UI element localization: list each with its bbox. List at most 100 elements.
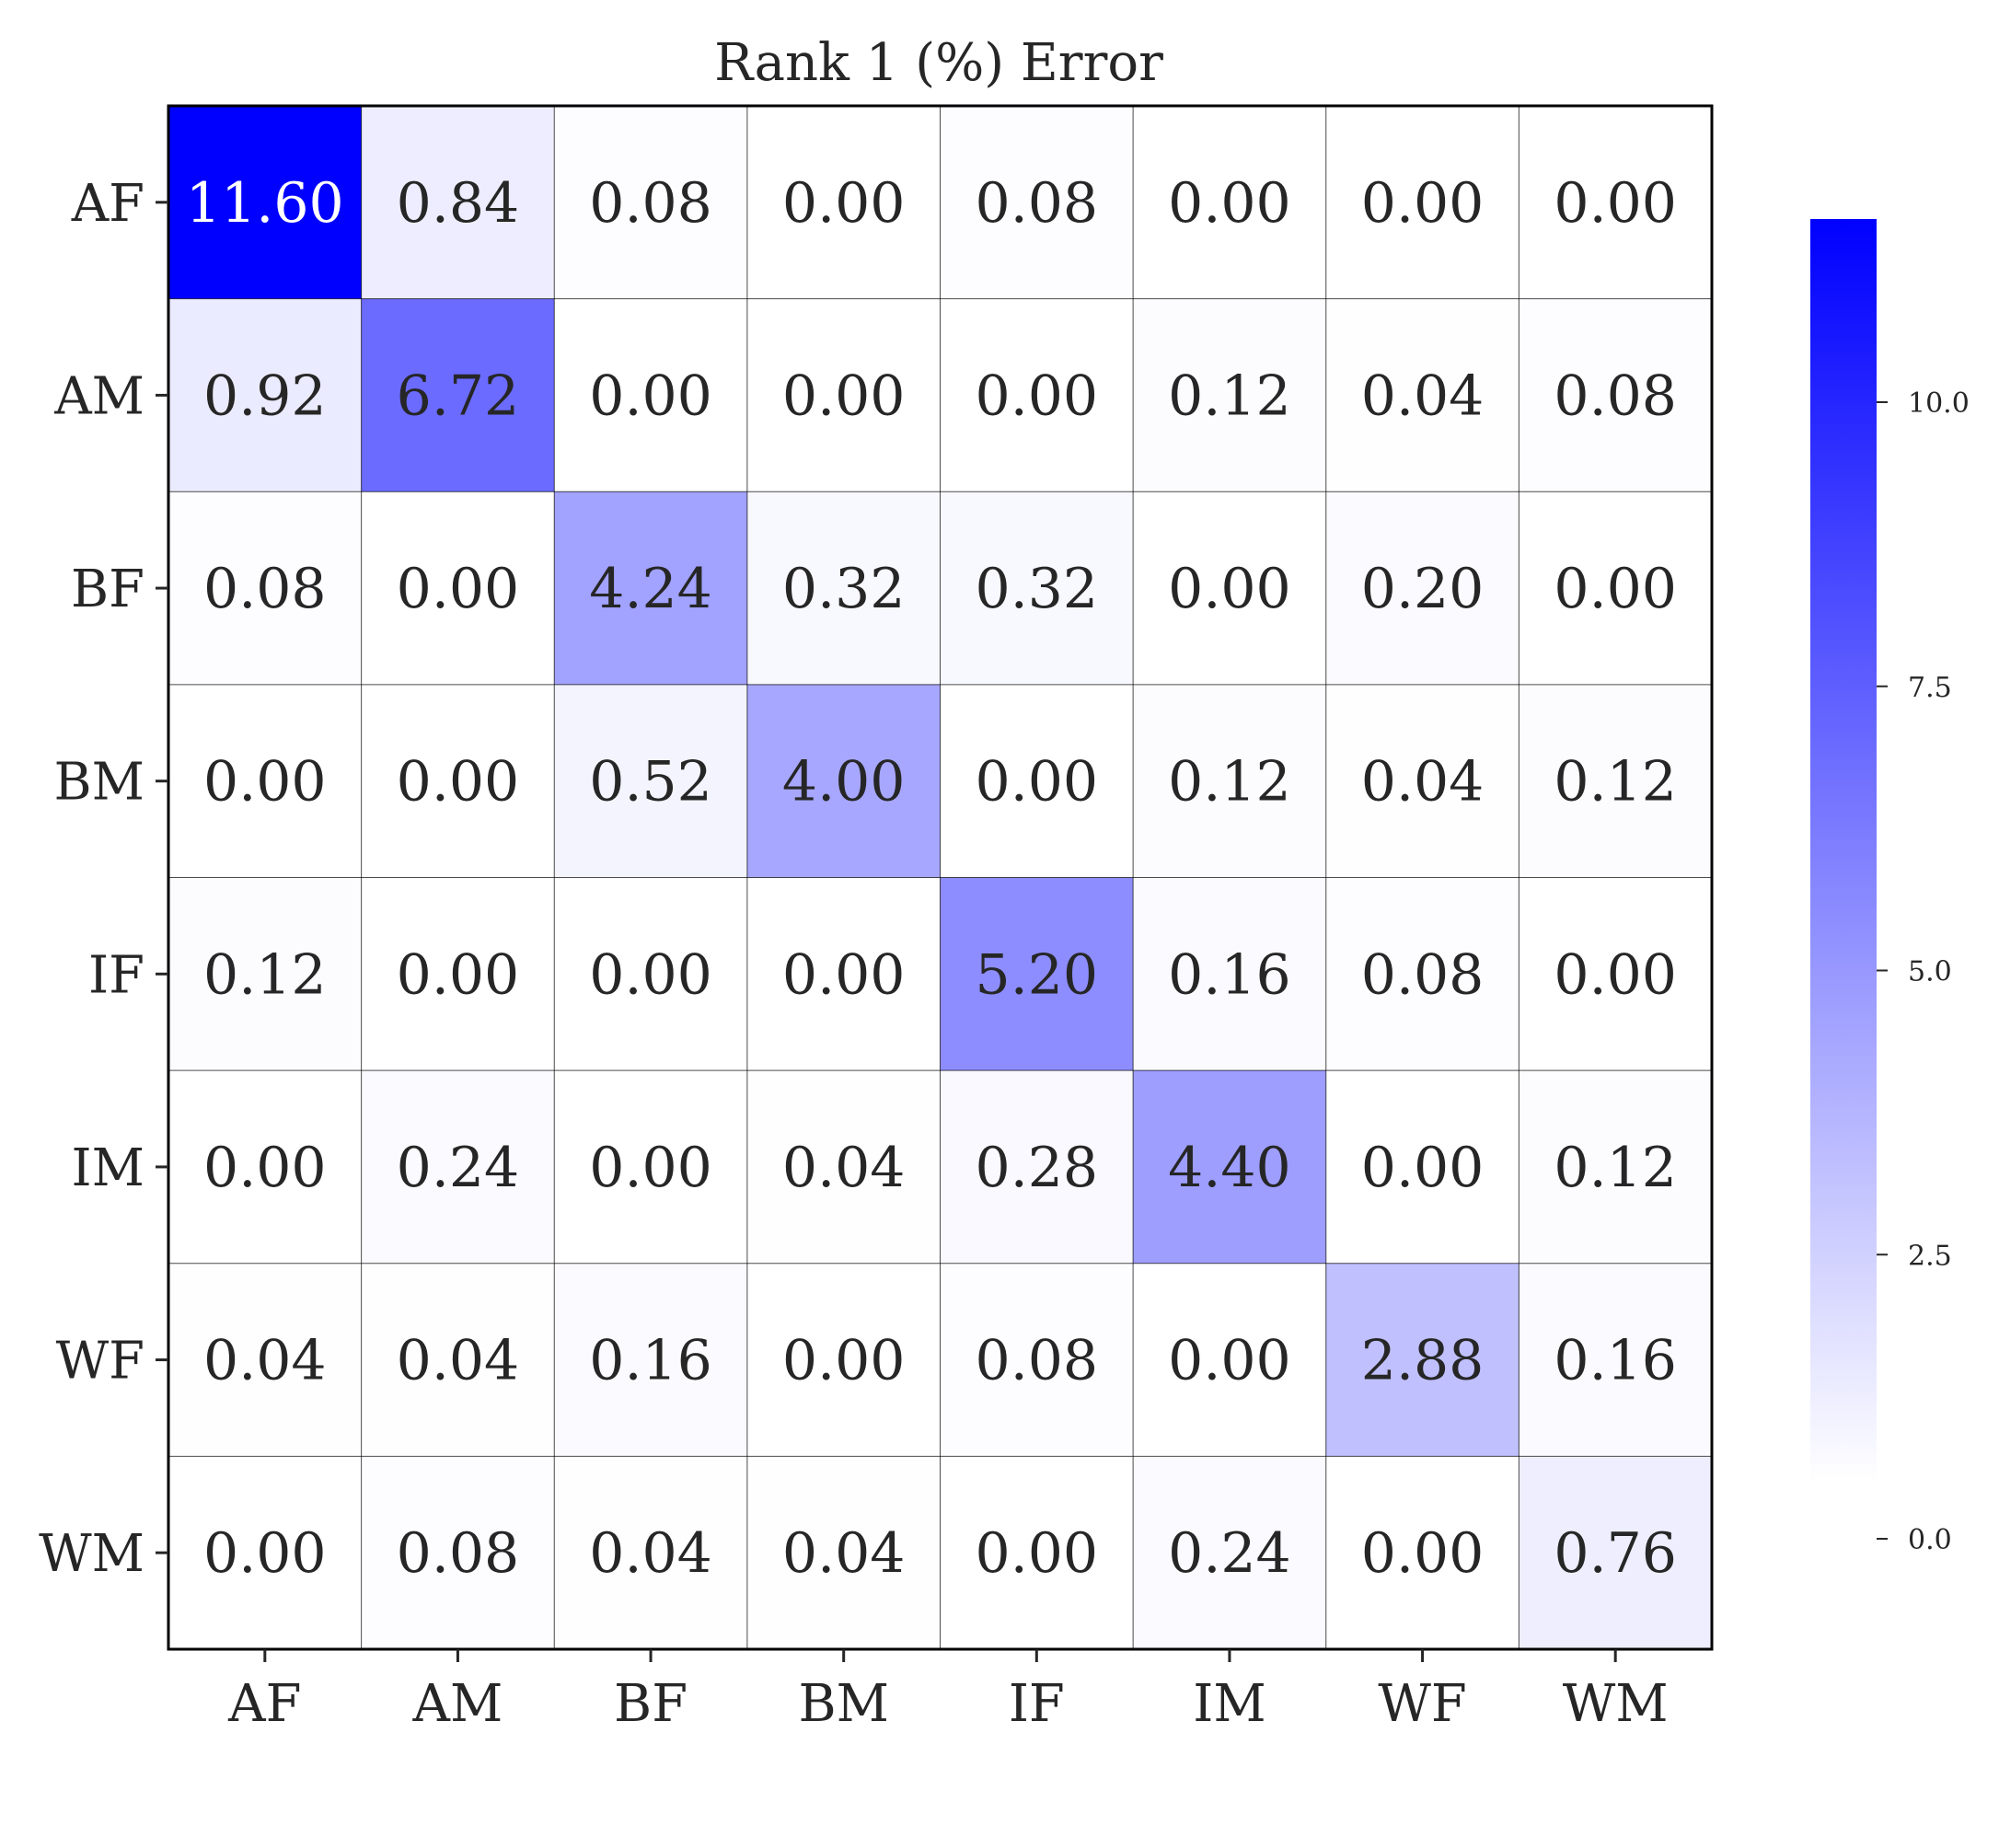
- heatmap-cell: [554, 1070, 747, 1264]
- cell-value-label: 0.00: [397, 942, 520, 1007]
- cell-value-label: 0.00: [1361, 171, 1485, 236]
- cell-value-label: 0.00: [782, 171, 906, 236]
- heatmap-cell: [1133, 106, 1326, 299]
- cell-value-label: 4.40: [1168, 1136, 1291, 1200]
- heatmap-cell: [940, 1456, 1134, 1649]
- heatmap-cell: [1133, 684, 1326, 878]
- cell-value-label: 0.00: [782, 942, 906, 1007]
- heatmap-cell: [361, 1070, 555, 1264]
- heatmap-cell: [940, 1070, 1134, 1264]
- cell-value-label: 0.20: [1361, 557, 1485, 621]
- cell-value-label: 0.00: [589, 1136, 712, 1200]
- heatmap-cell: [746, 1070, 941, 1264]
- cell-value-label: 4.00: [782, 750, 906, 814]
- cell-value-label: 0.00: [1361, 1521, 1485, 1586]
- cell-value-label: 0.00: [1168, 1329, 1291, 1393]
- cell-value-label: 0.04: [782, 1136, 906, 1200]
- cell-value-label: 0.32: [976, 557, 1099, 621]
- heatmap-cell: [1519, 1263, 1712, 1457]
- cell-value-label: 0.04: [589, 1521, 712, 1586]
- cell-value-label: 0.04: [203, 1329, 327, 1393]
- heatmap-cell: [746, 106, 941, 299]
- heatmap-cell: [1133, 298, 1326, 492]
- heatmap-cell: [168, 1070, 362, 1264]
- heatmap-cell: [940, 684, 1134, 878]
- heatmap-cell: [168, 491, 362, 685]
- cell-value-label: 0.12: [1168, 364, 1291, 428]
- x-tick-label: WM: [1563, 1674, 1669, 1734]
- x-tick-label: WF: [1378, 1674, 1466, 1734]
- cell-value-label: 0.04: [1361, 364, 1485, 428]
- y-tick-label: AM: [53, 366, 144, 426]
- cell-value-label: 0.00: [1554, 942, 1677, 1007]
- heatmap-cell-labels: 11.60 0.84 0.08 0.00 0.08 0.00 0.00 0.00 0.92 6.7…: [186, 171, 1677, 1586]
- cell-value-label: 0.16: [589, 1329, 712, 1393]
- heatmap-cell: [1519, 1070, 1712, 1264]
- heatmap-cell: [1519, 1456, 1712, 1649]
- heatmap-cell: [361, 1263, 555, 1457]
- x-tick-label: AF: [227, 1674, 301, 1734]
- colorbar-tick-label: 0.0: [1908, 1524, 1952, 1556]
- colorbar-gradient: [1810, 219, 1877, 1483]
- cell-value-label: 0.24: [397, 1136, 520, 1200]
- cell-value-label: 0.28: [976, 1136, 1099, 1200]
- heatmap-cell: [168, 1456, 362, 1649]
- cell-value-label: 11.60: [186, 171, 344, 236]
- cell-value-label: 0.00: [976, 364, 1099, 428]
- heatmap-cell: [940, 106, 1134, 299]
- heatmap-cell: [554, 1456, 747, 1649]
- cell-value-label: 0.52: [589, 750, 712, 814]
- cell-value-label: 0.00: [782, 1329, 906, 1393]
- cell-value-label: 0.12: [203, 942, 327, 1007]
- cell-value-label: 0.24: [1168, 1521, 1291, 1586]
- heatmap-cell: [361, 491, 555, 685]
- cell-value-label: 0.16: [1554, 1329, 1677, 1393]
- cell-value-label: 0.16: [1168, 942, 1291, 1007]
- heatmap-cell: [1133, 1263, 1326, 1457]
- heatmap-cell: [940, 877, 1134, 1071]
- heatmap-cell: [1325, 877, 1519, 1071]
- x-tick-label: BF: [614, 1674, 688, 1734]
- cell-value-label: 0.00: [589, 364, 712, 428]
- heatmap-cell: [361, 106, 555, 299]
- heatmap-cell: [554, 684, 747, 878]
- heatmap-cells: [168, 106, 1712, 1649]
- heatmap-cell: [940, 298, 1134, 492]
- y-tick-label: WF: [56, 1332, 144, 1392]
- heatmap-cell: [1133, 491, 1326, 685]
- heatmap-cell: [746, 684, 941, 878]
- cell-value-label: 0.76: [1554, 1521, 1677, 1586]
- cell-value-label: 0.00: [976, 750, 1099, 814]
- heatmap-cell: [168, 684, 362, 878]
- cell-value-label: 0.00: [1554, 557, 1677, 621]
- cell-value-label: 0.08: [976, 1329, 1099, 1393]
- heatmap-cell: [746, 877, 941, 1071]
- cell-value-label: 0.00: [203, 750, 327, 814]
- heatmap-cell: [746, 491, 941, 685]
- cell-value-label: 0.00: [589, 942, 712, 1007]
- cell-value-label: 0.08: [589, 171, 712, 236]
- heatmap-cell: [1325, 1456, 1519, 1649]
- cell-value-label: 0.00: [1168, 557, 1291, 621]
- heatmap-cell: [1325, 106, 1519, 299]
- heatmap-cell: [361, 1456, 555, 1649]
- colorbar-tick-label: 2.5: [1908, 1240, 1952, 1272]
- x-tick-label: IF: [1009, 1674, 1065, 1734]
- heatmap-cell: [361, 684, 555, 878]
- cell-value-label: 0.12: [1554, 1136, 1677, 1200]
- heatmap-cell: [746, 1456, 941, 1649]
- colorbar-tick-label: 5.0: [1908, 956, 1952, 988]
- colorbar: 0.0 2.5 5.0 7.5 10.0: [1810, 219, 1970, 1556]
- heatmap-cell: [554, 491, 747, 685]
- heatmap-cell: [1519, 877, 1712, 1071]
- heatmap-cell: [1325, 1070, 1519, 1264]
- cell-value-label: 5.20: [976, 942, 1099, 1007]
- heatmap-cell: [1519, 491, 1712, 685]
- chart-title: Rank 1 (%) Error: [714, 33, 1163, 93]
- cell-value-label: 0.32: [782, 557, 906, 621]
- heatmap-cell: [554, 298, 747, 492]
- heatmap-cell: [1133, 1456, 1326, 1649]
- heatmap-cell: [168, 106, 362, 299]
- cell-value-label: 0.00: [203, 1521, 327, 1586]
- cell-value-label: 6.72: [397, 364, 520, 428]
